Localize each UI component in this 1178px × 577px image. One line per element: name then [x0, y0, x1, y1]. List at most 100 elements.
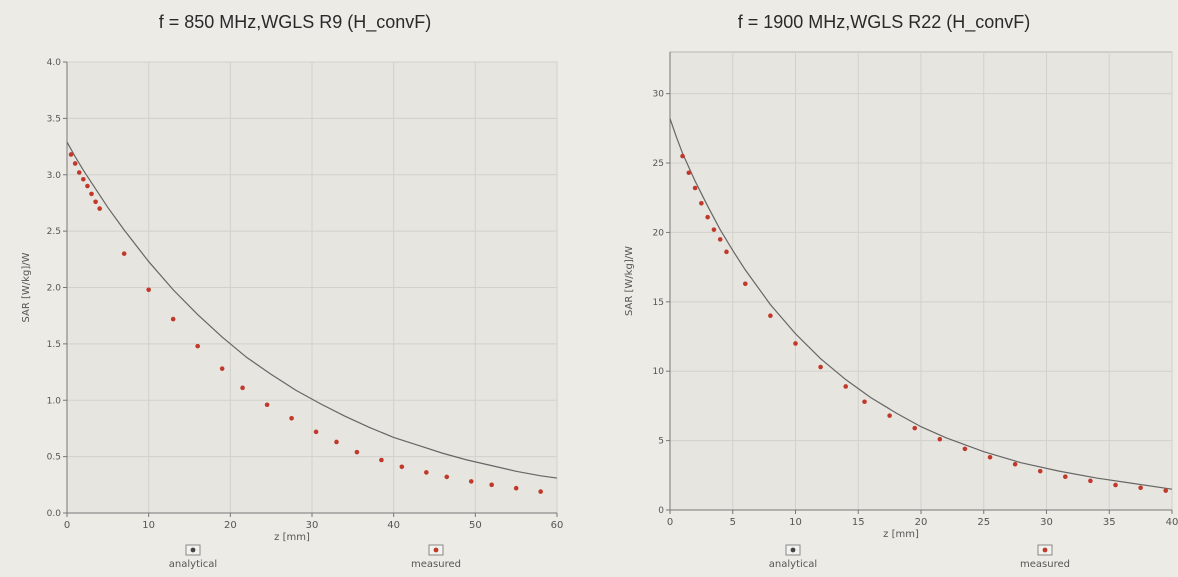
measured-point [489, 482, 494, 488]
x-tick-label: 30 [306, 520, 319, 531]
x-tick-label: 30 [1040, 517, 1053, 528]
x-axis-label: z [mm] [883, 529, 919, 540]
x-tick-label: 20 [224, 520, 237, 531]
y-tick-label: 1.0 [47, 396, 62, 406]
chart-panel-850mhz: f = 850 MHz,WGLS R9 (H_convF) 0.0 0.5 1.0 1… [21, 12, 564, 570]
measured-point [444, 474, 450, 480]
measured-legend-marker [433, 547, 439, 553]
measured-point [538, 489, 543, 494]
measured-legend-label: measured [411, 559, 461, 570]
x-tick-label: 40 [387, 520, 400, 531]
measured-point [264, 402, 270, 408]
x-tick-label: 5 [730, 517, 736, 528]
measured-legend-label: measured [1020, 559, 1070, 570]
chart-panel-1900mhz: f = 1900 MHz,WGLS R22 (H_convF) 0 5 10 15 20… [590, 0, 1178, 577]
measured-point [334, 439, 339, 445]
sar-chart-850mhz: 0.0 0.5 1.0 1.5 2.0 2.5 3.0 3.5 4.0 0 10 20 30 40 50 60… [21, 58, 564, 570]
y-tick-label: 10 [653, 367, 665, 377]
x-tick-label: 60 [551, 520, 564, 531]
measured-point [724, 249, 729, 255]
measured-point [937, 436, 943, 442]
y-tick-label: 0.5 [47, 453, 61, 463]
chart-title: f = 850 MHz,WGLS R9 (H_convF) [158, 12, 432, 32]
analytical-legend-marker [790, 547, 796, 553]
measured-point [1037, 468, 1043, 474]
measured-point [705, 214, 710, 220]
measured-point [717, 237, 723, 242]
measured-point [862, 399, 867, 405]
y-axis-label: SAR [W/kg]/W [21, 252, 32, 322]
x-tick-label: 20 [915, 517, 928, 528]
measured-point [68, 152, 74, 157]
measured-point [699, 200, 704, 206]
measured-point [399, 464, 405, 470]
analytical-legend-label: analytical [169, 559, 217, 570]
x-axis-label: z [mm] [274, 532, 310, 543]
measured-point [93, 199, 98, 205]
analytical-line [669, 118, 1173, 490]
measured-point [72, 161, 78, 166]
measured-point [195, 343, 200, 349]
measured-point [85, 183, 90, 189]
measured-point [1063, 474, 1068, 479]
y-tick-label: 20 [653, 228, 665, 238]
measured-point [81, 176, 86, 182]
measured-point [843, 384, 848, 389]
y-tick-label: 0.0 [47, 509, 62, 519]
measured-point [289, 415, 294, 421]
measured-point [711, 227, 717, 232]
x-tick-label: 10 [789, 517, 802, 528]
y-tick-label: 15 [653, 298, 664, 308]
chart-title: f = 1900 MHz,WGLS R22 (H_convF) [737, 12, 1031, 32]
measured-point [987, 454, 993, 460]
x-tick-label: 10 [142, 520, 155, 531]
measured-point [962, 446, 968, 452]
x-tick-label: 0 [667, 517, 673, 528]
y-tick-label: 3.0 [47, 171, 62, 181]
measured-point [1113, 482, 1118, 488]
measured-point [89, 191, 94, 197]
measured-point [743, 281, 748, 287]
y-tick-label: 2.5 [47, 227, 61, 237]
sar-chart-1900mhz: 0 5 10 15 20 25 30 0 5 10 15 20 25 30 35 40 z [mm] SAR [W… [624, 51, 1178, 570]
measured-legend-marker [1042, 547, 1048, 553]
measured-point [76, 170, 82, 175]
analytical-legend-marker [190, 547, 196, 553]
measured-point [313, 429, 319, 435]
y-tick-label: 4.0 [47, 58, 62, 68]
measured-point [424, 470, 429, 475]
x-tick-label: 0 [64, 520, 70, 531]
y-tick-label: 25 [653, 159, 664, 169]
y-tick-label: 1.5 [47, 340, 61, 350]
y-axis-label: SAR [W/kg]/W [624, 246, 635, 316]
measured-point [97, 206, 102, 211]
analytical-line [66, 141, 558, 479]
x-tick-label: 35 [1103, 517, 1116, 528]
measured-point [170, 316, 176, 322]
measured-point [1163, 488, 1169, 493]
measured-point [354, 449, 360, 455]
y-tick-label: 2.0 [47, 284, 62, 294]
measured-point [793, 341, 798, 346]
x-tick-label: 40 [1166, 517, 1178, 528]
measured-point [121, 251, 127, 256]
y-tick-label: 5 [658, 437, 664, 447]
measured-point [818, 364, 823, 370]
y-tick-label: 0 [658, 506, 664, 516]
x-tick-label: 15 [852, 517, 865, 528]
measured-point [768, 313, 773, 318]
y-tick-label: 30 [653, 90, 665, 100]
measured-point [692, 185, 698, 191]
x-tick-label: 25 [977, 517, 990, 528]
measured-point [680, 153, 685, 159]
y-tick-label: 3.5 [47, 114, 61, 124]
measured-point [912, 425, 918, 431]
measured-point [219, 366, 225, 371]
measured-point [513, 485, 519, 491]
measured-point [1088, 478, 1093, 484]
measured-point [240, 385, 245, 391]
measured-point [468, 479, 474, 484]
analytical-legend-label: analytical [769, 559, 817, 570]
measured-point [887, 413, 892, 418]
measured-point [1012, 461, 1018, 467]
